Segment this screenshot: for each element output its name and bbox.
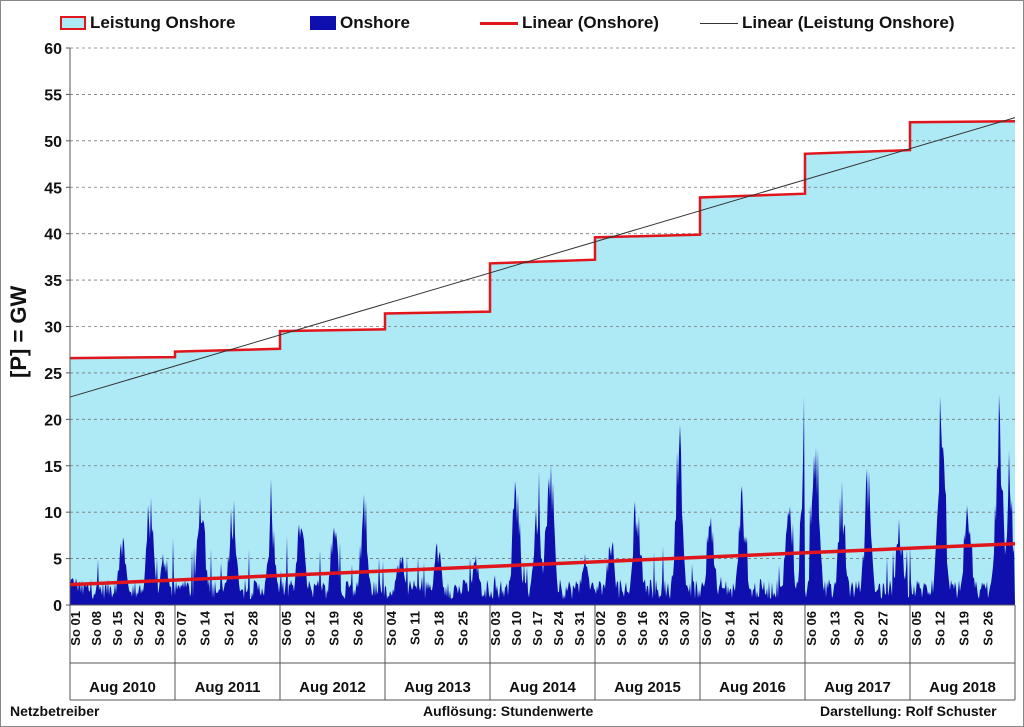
x-day-label: So 19	[327, 611, 342, 646]
x-day-label: So 15	[110, 611, 125, 646]
y-tick-label: 40	[44, 227, 62, 244]
x-day-label: So 26	[980, 611, 995, 646]
x-day-label: So 28	[245, 611, 260, 646]
legend-swatch-linear-leistung-onshore	[700, 22, 738, 24]
x-day-label: So 12	[303, 611, 318, 646]
x-day-label: So 02	[593, 611, 608, 646]
x-day-label: So 27	[875, 611, 890, 646]
legend-item-leistung-onshore: Leistung Onshore	[60, 10, 235, 36]
x-year-label: Aug 2010	[89, 679, 156, 696]
series-line-leistung-onshore	[69, 120, 1016, 360]
legend-label: Linear (Leistung Onshore)	[742, 13, 955, 32]
legend-label: Leistung Onshore	[90, 13, 236, 32]
x-year-label: Aug 2011	[195, 679, 261, 696]
x-day-label: So 16	[635, 611, 650, 646]
legend-item-linear-leistung-onshore: Linear (Leistung Onshore)	[700, 10, 955, 36]
legend-label: Onshore	[340, 13, 410, 32]
series-trendline-leistung-onshore	[69, 117, 1016, 398]
x-year-label: Aug 2018	[929, 679, 996, 696]
x-day-label: So 29	[152, 611, 167, 646]
legend-item-onshore: Onshore	[310, 10, 410, 36]
x-day-label: So 10	[509, 611, 524, 646]
x-day-label: So 08	[89, 611, 104, 646]
x-year-label: Aug 2012	[299, 679, 366, 696]
y-axis-title: [P] = GW	[6, 285, 31, 378]
series-area-leistung-onshore	[70, 121, 1015, 606]
legend-swatch-onshore	[310, 16, 336, 30]
x-day-label: So 24	[551, 610, 566, 645]
x-day-label: So 07	[174, 611, 189, 646]
x-day-label: So 07	[699, 611, 714, 646]
x-day-label: So 11	[408, 611, 423, 645]
x-day-label: So 03	[488, 611, 503, 646]
x-day-label: So 17	[530, 611, 545, 646]
x-day-label: So 01	[68, 611, 83, 646]
footer-author: Darstellung: Rolf Schuster	[820, 703, 997, 719]
x-day-label: So 22	[131, 611, 146, 646]
x-day-label: So 04	[384, 610, 399, 645]
x-day-label: So 31	[572, 611, 587, 646]
y-tick-label: 30	[44, 320, 62, 337]
x-day-label: So 23	[656, 611, 671, 646]
legend-label: Linear (Onshore)	[522, 13, 659, 32]
y-tick-label: 60	[44, 41, 62, 58]
x-day-label: So 19	[957, 611, 972, 646]
x-day-label: So 05	[279, 611, 294, 646]
x-day-label: So 25	[455, 611, 470, 646]
y-tick-label: 20	[44, 412, 62, 429]
y-tick-label: 10	[44, 505, 62, 522]
y-tick-label: 45	[44, 180, 62, 197]
y-tick-label: 55	[44, 87, 62, 104]
legend-swatch-linear-onshore	[480, 21, 518, 25]
x-day-label: So 20	[852, 611, 867, 646]
legend-swatch-leistung-onshore	[60, 16, 86, 30]
footer-source: Netzbetreiber	[10, 703, 100, 719]
x-day-label: So 14	[198, 610, 213, 645]
x-day-label: So 26	[350, 611, 365, 646]
x-year-label: Aug 2015	[614, 679, 681, 696]
x-day-label: So 28	[770, 611, 785, 646]
y-tick-label: 5	[53, 552, 62, 569]
series-area-onshore	[70, 394, 1015, 605]
x-day-label: So 21	[747, 611, 762, 646]
legend: Leistung Onshore Onshore Linear (Onshore…	[60, 10, 1010, 36]
x-day-label: So 21	[222, 611, 237, 646]
x-year-label: Aug 2013	[404, 679, 471, 696]
y-tick-label: 25	[44, 366, 62, 383]
x-year-label: Aug 2014	[509, 679, 576, 696]
x-day-label: So 05	[909, 611, 924, 646]
x-year-label: Aug 2017	[824, 679, 891, 696]
legend-item-linear-onshore: Linear (Onshore)	[480, 10, 659, 36]
x-day-label: So 09	[614, 611, 629, 646]
y-tick-label: 15	[44, 459, 62, 476]
x-day-label: So 18	[432, 611, 447, 646]
y-tick-label: 35	[44, 273, 62, 290]
series-trendline-onshore	[69, 541, 1016, 587]
x-day-label: So 14	[723, 610, 738, 645]
x-day-label: So 13	[828, 611, 843, 646]
y-tick-label: 50	[44, 134, 62, 151]
footer-resolution: Auflösung: Stundenwerte	[423, 703, 594, 719]
y-tick-label: 0	[53, 598, 62, 615]
x-day-label: So 30	[677, 611, 692, 646]
x-day-label: So 06	[804, 611, 819, 646]
x-year-label: Aug 2016	[719, 679, 786, 696]
x-day-label: So 12	[933, 611, 948, 646]
